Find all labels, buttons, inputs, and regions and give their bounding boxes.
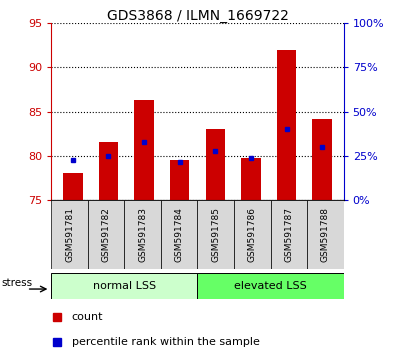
- Text: GSM591785: GSM591785: [211, 207, 220, 262]
- Bar: [88, 200, 124, 269]
- Text: count: count: [72, 312, 103, 322]
- Text: percentile rank within the sample: percentile rank within the sample: [72, 337, 260, 347]
- Text: GSM591784: GSM591784: [175, 207, 184, 262]
- Bar: [63, 173, 83, 200]
- Text: GSM591788: GSM591788: [321, 207, 330, 262]
- Bar: [161, 200, 198, 269]
- Bar: [51, 273, 198, 299]
- Bar: [234, 200, 271, 269]
- Bar: [124, 200, 161, 269]
- Text: GSM591787: GSM591787: [284, 207, 293, 262]
- Bar: [271, 200, 307, 269]
- Text: GSM591781: GSM591781: [65, 207, 74, 262]
- Bar: [241, 158, 261, 200]
- Text: GSM591782: GSM591782: [102, 207, 111, 262]
- Bar: [170, 160, 190, 200]
- Bar: [277, 50, 296, 200]
- Bar: [198, 200, 234, 269]
- Text: GDS3868 / ILMN_1669722: GDS3868 / ILMN_1669722: [107, 9, 288, 23]
- Bar: [198, 273, 344, 299]
- Bar: [51, 200, 88, 269]
- Bar: [205, 129, 225, 200]
- Text: stress: stress: [1, 278, 32, 288]
- Text: elevated LSS: elevated LSS: [234, 281, 307, 291]
- Bar: [134, 100, 154, 200]
- Text: GSM591783: GSM591783: [138, 207, 147, 262]
- Bar: [99, 142, 118, 200]
- Text: GSM591786: GSM591786: [248, 207, 257, 262]
- Bar: [312, 119, 332, 200]
- Bar: [307, 200, 344, 269]
- Text: normal LSS: normal LSS: [93, 281, 156, 291]
